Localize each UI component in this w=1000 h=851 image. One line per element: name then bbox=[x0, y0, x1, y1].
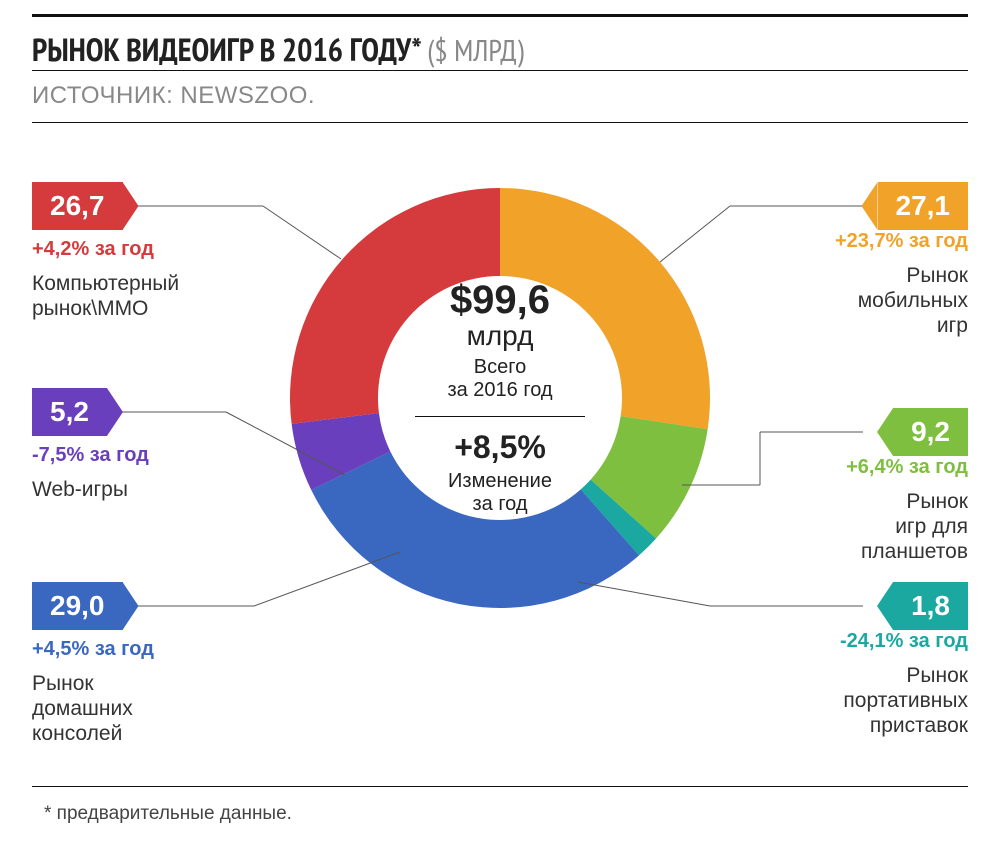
top-rule bbox=[32, 14, 968, 17]
bottom-rule bbox=[32, 786, 968, 787]
header-rule bbox=[32, 122, 968, 123]
change-text: +6,4% за год bbox=[758, 456, 968, 479]
label-pc: 26,7 +4,2% за год Компьютерныйрынок\MMO bbox=[32, 182, 242, 321]
label-tablet: 9,2+6,4% за год Рынокигр дляпланшетов bbox=[758, 408, 968, 565]
desc-text: Рынокигр дляпланшетов bbox=[758, 489, 968, 565]
title-unit: ($ МЛРД) bbox=[427, 31, 523, 70]
center-change-subtitle: Изменениеза год bbox=[448, 470, 552, 516]
label-web: 5,2 -7,5% за год Web-игры bbox=[32, 388, 242, 502]
change-text: +4,2% за год bbox=[32, 238, 242, 261]
label-console: 29,0 +4,5% за год Рынокдомашнихконсолей bbox=[32, 582, 242, 747]
donut-chart: $99,6 млрд Всегоза 2016 год +8,5% Измене… bbox=[290, 188, 710, 608]
center-total-unit: млрд bbox=[467, 322, 534, 350]
value-tag: 5,2 bbox=[32, 388, 107, 436]
title-main: РЫНОК ВИДЕОИГР В 2016 ГОДУ* bbox=[32, 28, 421, 70]
change-text: +4,5% за год bbox=[32, 638, 242, 661]
title: РЫНОК ВИДЕОИГР В 2016 ГОДУ* ($ МЛРД) bbox=[32, 28, 524, 70]
change-text: +23,7% за год bbox=[758, 230, 968, 253]
value-tag: 1,8 bbox=[893, 582, 968, 630]
source-line: ИСТОЧНИК: NEWSZOO. bbox=[32, 82, 315, 110]
value-tag: 9,2 bbox=[893, 408, 968, 456]
value-tag: 26,7 bbox=[32, 182, 123, 230]
footnote: * предварительные данные. bbox=[44, 803, 292, 825]
desc-text: Рынокмобильныхигр bbox=[758, 263, 968, 339]
desc-text: Web-игры bbox=[32, 477, 242, 502]
title-underline bbox=[32, 70, 968, 71]
donut-center: $99,6 млрд Всегоза 2016 год +8,5% Измене… bbox=[290, 188, 710, 608]
center-total-subtitle: Всегоза 2016 год bbox=[447, 356, 552, 402]
change-text: -7,5% за год bbox=[32, 444, 242, 467]
change-text: -24,1% за год bbox=[758, 630, 968, 653]
desc-text: Компьютерныйрынок\MMO bbox=[32, 271, 242, 321]
infographic-container: РЫНОК ВИДЕОИГР В 2016 ГОДУ* ($ МЛРД) ИСТ… bbox=[0, 0, 1000, 851]
center-divider bbox=[415, 416, 585, 417]
desc-text: Рынокдомашнихконсолей bbox=[32, 671, 242, 747]
label-handheld: 1,8-24,1% за год Рынокпортативныхприставо… bbox=[758, 582, 968, 739]
desc-text: Рынокпортативныхприставок bbox=[758, 663, 968, 739]
value-tag: 29,0 bbox=[32, 582, 123, 630]
center-total-value: $99,6 bbox=[450, 280, 550, 320]
value-tag: 27,1 bbox=[878, 182, 969, 230]
label-mobile: 27,1+23,7% за год Рынокмобильныхигр bbox=[758, 182, 968, 339]
center-change-value: +8,5% bbox=[454, 429, 546, 466]
